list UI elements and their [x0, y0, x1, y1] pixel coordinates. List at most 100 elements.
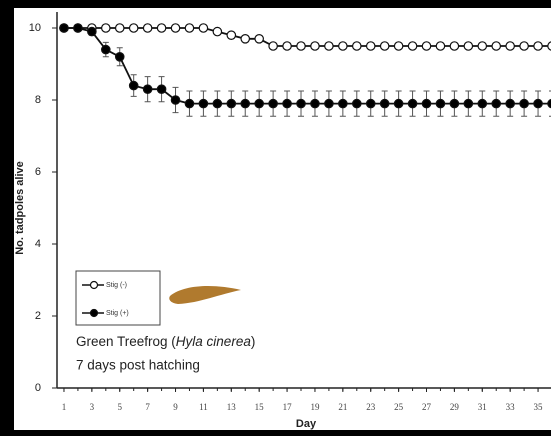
data-point — [491, 98, 502, 109]
data-point — [184, 98, 195, 109]
x-axis-title: Day — [296, 418, 317, 430]
x-tick-label: 31 — [478, 402, 487, 412]
x-tick-label: 35 — [534, 402, 544, 412]
data-point — [338, 98, 348, 109]
data-point — [170, 95, 181, 105]
x-tick-label: 25 — [394, 402, 404, 412]
data-point — [463, 41, 474, 51]
x-tick-label: 17 — [283, 402, 293, 412]
legend-marker — [89, 280, 99, 290]
x-tick-label: 23 — [366, 402, 376, 412]
data-point — [407, 98, 418, 109]
data-point — [114, 23, 125, 33]
data-point — [393, 41, 404, 51]
data-point — [365, 41, 376, 51]
data-point — [351, 98, 362, 109]
legend-label: Stig (-) — [106, 282, 127, 289]
data-point — [212, 26, 223, 37]
x-tick-label: 13 — [227, 402, 237, 412]
data-point — [379, 41, 390, 51]
data-point — [114, 51, 125, 62]
data-point — [254, 33, 264, 44]
data-point — [101, 44, 111, 55]
x-tick-label: 3 — [90, 402, 95, 412]
data-point — [407, 41, 418, 51]
data-point — [198, 23, 209, 33]
x-tick-label: 9 — [173, 402, 178, 412]
data-point — [324, 41, 334, 51]
x-tick-label: 27 — [422, 402, 432, 412]
annotation-line1: Green Treefrog (Hyla cinerea) — [76, 334, 255, 349]
data-point — [142, 23, 153, 33]
data-point — [128, 80, 139, 91]
data-point — [449, 98, 460, 109]
data-point — [421, 98, 432, 109]
data-point — [421, 41, 432, 51]
data-point — [435, 41, 446, 51]
data-point — [435, 98, 446, 109]
data-point — [240, 33, 251, 44]
data-point — [477, 41, 488, 51]
y-tick-label: 6 — [35, 166, 41, 178]
data-point — [101, 23, 111, 33]
data-point — [477, 98, 488, 109]
data-point — [351, 41, 362, 51]
x-tick-label: 29 — [450, 402, 460, 412]
data-point — [379, 98, 390, 109]
data-point — [296, 41, 306, 51]
data-point — [324, 98, 334, 109]
x-tick-label: 21 — [338, 402, 347, 412]
data-point — [156, 84, 167, 94]
data-point — [296, 98, 306, 109]
annotation-species: Hyla cinerea — [176, 334, 252, 349]
data-point — [449, 41, 460, 51]
data-point — [547, 98, 551, 109]
data-point — [142, 84, 153, 94]
data-point — [268, 41, 278, 51]
y-tick-label: 8 — [35, 94, 41, 106]
x-tick-label: 19 — [310, 402, 320, 412]
legend-box — [75, 270, 161, 326]
data-point — [491, 41, 502, 51]
data-point — [73, 23, 83, 33]
y-axis-title: No. tadpoles alive — [14, 161, 26, 255]
y-tick-label: 10 — [29, 22, 41, 34]
data-point — [282, 98, 292, 109]
x-tick-label: 5 — [117, 402, 122, 412]
data-point — [184, 23, 195, 33]
y-tick-label: 0 — [35, 382, 41, 394]
data-point — [519, 41, 529, 51]
data-point — [310, 41, 320, 51]
data-point — [87, 26, 97, 37]
data-point — [463, 98, 474, 109]
data-point — [547, 41, 551, 51]
data-point — [393, 98, 404, 109]
data-point — [226, 98, 237, 109]
data-point — [282, 41, 292, 51]
error-bar — [549, 90, 551, 117]
data-point — [338, 41, 348, 51]
annotation-text: Green Treefrog ( — [76, 334, 176, 349]
tadpole-image — [169, 286, 241, 304]
data-point — [212, 98, 223, 109]
data-point — [519, 98, 529, 109]
data-point — [156, 23, 167, 33]
data-point — [226, 30, 237, 40]
data-point — [240, 98, 251, 109]
data-point — [59, 23, 69, 33]
y-tick-label: 4 — [35, 238, 41, 250]
data-point — [365, 98, 376, 109]
x-tick-label: 7 — [145, 402, 150, 412]
data-point — [310, 98, 320, 109]
legend-label: Stig (+) — [106, 310, 129, 317]
plot-background — [14, 8, 551, 430]
data-point — [505, 98, 515, 109]
data-point — [533, 41, 543, 51]
x-tick-label: 15 — [255, 402, 265, 412]
data-point — [254, 98, 264, 109]
annotation-text: ) — [251, 334, 256, 349]
data-point — [170, 23, 181, 33]
x-tick-label: 1 — [62, 402, 67, 412]
data-point — [533, 98, 543, 109]
